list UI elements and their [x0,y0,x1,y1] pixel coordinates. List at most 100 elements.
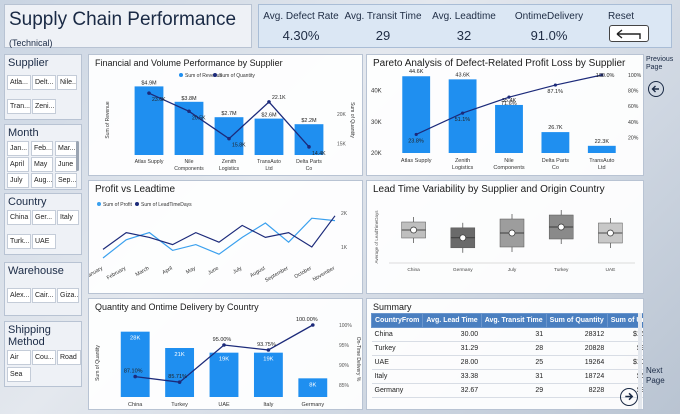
chart-title: Lead Time Variability by Supplier and Or… [373,184,605,195]
x-tick-label: Co [306,166,313,172]
profit-leadtime-svg: Sum of Profit Sum of LeadTimeDays 2K 1K Janu… [89,202,348,284]
table-row[interactable]: Italy 33.38 31 18724 $6,4 [371,369,643,384]
slicer-item[interactable]: Alex... [7,288,31,303]
country-slicer: Country China Ger... Italy Turk... UAE [4,193,82,255]
line-data-label: 23.8% [408,138,424,144]
shipping-method-slicer: Shipping Method Air Cou... Road Sea [4,321,82,387]
bar [587,145,616,153]
profit-leadtime-chart: Profit vs Leadtime Sum of Profit Sum of L… [88,180,363,294]
column-header[interactable]: Avg. Lead Time [422,313,482,328]
line-data-label: 23.6K [152,97,166,103]
bar [214,117,244,155]
slicer-item[interactable]: July [7,173,29,188]
kpi-value: 32 [456,28,472,43]
slicer-item[interactable]: Cou... [32,350,56,365]
slicer-item[interactable]: Nile... [57,75,77,90]
slicer-item[interactable]: Aug... [31,173,53,188]
slicer-item[interactable]: May [31,157,53,172]
slicer-item[interactable]: April [7,157,29,172]
slicer-item[interactable]: China [7,210,31,225]
column-header[interactable]: Sum of Unit [606,313,643,328]
table-scrollbar[interactable] [638,313,642,409]
slicer-item[interactable]: Giza... [57,288,79,303]
slicer-item[interactable]: Cair... [32,288,56,303]
table-cell: Germany [371,383,423,398]
slicer-item[interactable]: Italy [57,210,79,225]
line-data-label: 85.71% [168,374,187,380]
y2-tick-label: 2K [341,211,348,217]
slicer-item[interactable]: Sep... [55,173,77,188]
table-title: Summary [373,302,412,312]
table-row[interactable]: Germany 32.67 29 8228 $3,0 [371,383,643,398]
profit-line [102,217,336,259]
slicer-title: Month [8,127,39,139]
slicer-item[interactable]: Ger... [32,210,56,225]
x-tick-label: Nile [504,158,513,164]
bar [402,76,431,153]
x-tick-label: September [264,265,290,283]
slicer-item[interactable]: Zeni... [32,99,56,114]
legend-label: Sum of Revenue [185,73,222,79]
column-header[interactable]: Sum of Quantity [545,313,608,328]
kpi-value: 29 [375,28,391,43]
chart-title: Profit vs Leadtime [95,184,176,195]
slicer-item[interactable]: Air [7,350,31,365]
mean-marker [459,234,467,242]
bar [298,378,328,397]
chart-title: Pareto Analysis of Defect-Related Profit… [373,58,626,69]
pareto-chart: Pareto Analysis of Defect-Related Profit… [366,54,644,176]
page-subtitle: (Technical) [9,38,53,48]
slicer-item[interactable]: Atla... [7,75,31,90]
table-cell: 30.00 [422,327,482,342]
bar-data-label: 26.7K [548,125,563,131]
previous-page-button[interactable] [648,81,664,97]
column-header[interactable]: Avg. Transit Time [480,313,547,328]
x-tick-label: Logistics [452,165,474,171]
bar [254,118,284,155]
table-cell: 28.00 [422,355,482,370]
report-title-card: Supply Chain Performance (Technical) [4,4,252,48]
x-tick-label: Germany [301,402,324,408]
line-point [414,132,418,137]
month-slicer: Month Jan... Feb... Mar... April May Jun… [4,124,82,190]
y2-tick-label: 15K [337,141,347,147]
mean-marker [508,229,516,237]
slicer-item[interactable]: Road [57,350,81,365]
x-tick-label: June [207,266,220,277]
table-cell: 8228 [546,383,608,398]
slicer-item[interactable]: Mar... [55,141,77,156]
y2-tick-label: 85% [339,383,350,389]
x-tick-label: Turkey [171,402,188,408]
slicer-item[interactable]: Feb... [31,141,53,156]
line-point [133,374,137,379]
line-data-label: 22.1K [272,95,286,101]
y2-tick-label: 60% [628,104,639,110]
slicer-item[interactable]: Sea [7,367,31,382]
bar-data-label: 43.6K [455,72,470,78]
table-row[interactable]: UAE 28.00 25 19264 $10,1 [371,355,643,370]
column-header[interactable]: CountryFrom [370,313,424,328]
kpi-value: 91.0% [530,28,568,43]
slicer-item[interactable]: UAE [32,234,56,249]
slicer-item[interactable]: Jan... [7,141,29,156]
quantity-ontime-svg: Sum of Quantity On-Time Delivery % 100% 95%… [95,317,361,408]
line-data-label: 87.10% [124,369,143,375]
slicer-item[interactable]: Tran... [7,99,31,114]
table-cell: 28 [481,341,547,356]
slicer-item[interactable]: Turk... [7,234,31,249]
line-data-label: 95.00% [213,337,232,343]
table-row[interactable]: Turkey 31.29 28 20828 $9,5 [371,341,643,356]
kpi-value: 4.30% [282,28,320,43]
page-title: Supply Chain Performance [9,9,237,30]
bar-data-label: 28K [130,336,140,342]
reset-button[interactable] [609,25,649,42]
x-tick-label: China [407,267,420,273]
slicer-scrollbar[interactable] [76,141,79,171]
y-tick-label: 20K [371,151,382,157]
y2-tick-label: 100% [628,73,642,79]
slicer-item[interactable]: Delt... [32,75,56,90]
table-cell: Turkey [371,341,423,356]
table-row[interactable]: China 30.00 31 28312 $16,7 [371,327,643,342]
next-page-button[interactable] [620,388,638,406]
slicer-item[interactable]: June [55,157,77,172]
